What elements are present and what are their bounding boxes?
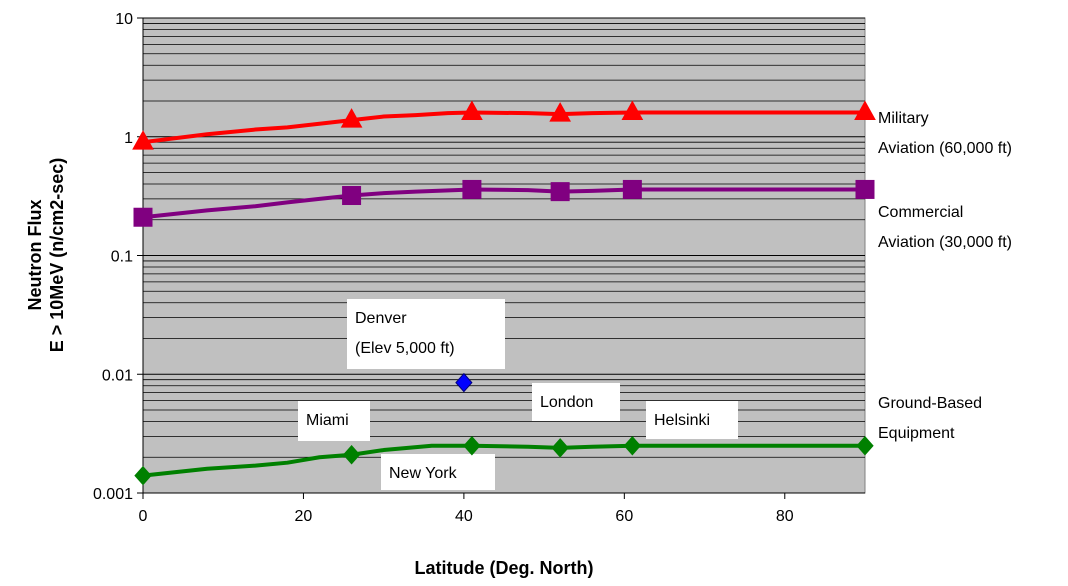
y-tick-label: 0.1 [111,249,133,266]
annotation: Denver (Elev 5,000 ft) [347,299,505,369]
series-label: Military Aviation (60,000 ft) [878,110,1012,157]
series-line [142,443,865,478]
x-tick-label: 20 [295,508,313,525]
data-point [856,435,874,456]
annotation-box [646,401,738,439]
annotation-label: London [540,394,593,411]
series-markers [132,100,876,486]
data-point [132,130,154,150]
y-tick-label: 10 [115,11,133,28]
annotation: New York [381,454,495,490]
data-point [854,100,876,121]
series-line [142,187,865,220]
annotation-box [532,383,620,421]
y-tick-label: 1 [124,130,133,147]
data-point [549,102,572,122]
data-point [622,179,642,199]
x-tick-label: 80 [776,508,794,525]
annotation-label: Denver (Elev 5,000 ft) [355,310,455,357]
annotation: Helsinki [646,401,738,439]
data-point [461,100,483,121]
series-line [142,110,865,145]
y-tick-label: 0.01 [102,367,133,384]
data-point [623,435,642,456]
data-point [462,179,482,199]
data-point [134,465,152,486]
series-lines [142,110,865,478]
axes: 0 20 40 60 80 0.001 0.01 0.1 1 10 [93,11,865,525]
annotation-label: Helsinki [654,412,710,429]
annotation-box [347,299,505,369]
data-point [463,435,481,456]
y-tick-label: 0.001 [93,486,133,503]
data-point [340,108,363,128]
data-point [551,438,569,458]
x-tick-label: 0 [139,508,148,525]
annotation-label: Miami [306,412,349,429]
y-axis-title-line-2: E > 10MeV (n/cm2-sec) [47,158,67,353]
series-label: Ground-Based Equipment [878,395,982,442]
data-point [550,182,570,202]
series-label: Commercial Aviation (30,000 ft) [878,204,1012,251]
x-tick-label: 40 [455,508,473,525]
annotation-box [381,454,495,490]
annotations: Denver (Elev 5,000 ft) Miami New York London… [298,299,738,490]
series-labels: Military Aviation (60,000 ft) Commercial Av… [878,110,1012,442]
data-point [342,186,362,206]
y-axis-title: Neutron Flux E > 10MeV (n/cm2-sec) [25,158,67,353]
annotation: Miami [298,401,370,441]
x-axis-title: Latitude (Deg. North) [415,558,594,578]
data-point [621,100,644,121]
x-tick-label: 60 [615,508,633,525]
data-point [133,207,153,227]
annotation: London [532,383,620,421]
y-axis-title-line-1: Neutron Flux [25,200,45,311]
annotation-box [298,401,370,441]
data-point [455,372,473,393]
data-point [855,179,875,199]
annotation-label: New York [389,465,458,482]
data-point [342,444,361,465]
